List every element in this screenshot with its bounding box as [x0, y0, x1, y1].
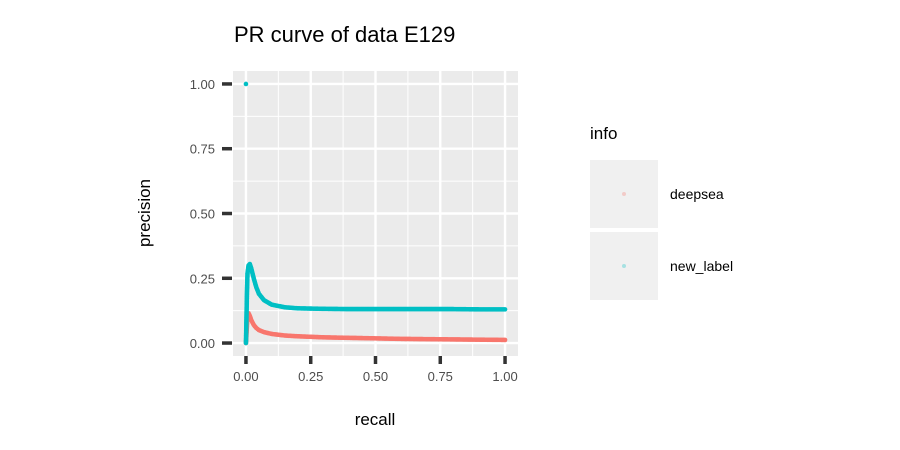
y-tick-label: 0.00 — [190, 336, 215, 351]
legend-swatch — [622, 192, 626, 196]
x-axis-title: recall — [355, 410, 396, 429]
x-tick-label: 0.00 — [233, 369, 258, 384]
y-axis-title: precision — [135, 179, 154, 247]
y-tick-label: 0.50 — [190, 207, 215, 222]
axes: 0.00 0.25 0.50 0.75 1.00 0.00 0.25 0.50 0.75 1.00 — [190, 77, 518, 384]
legend-key — [590, 232, 658, 300]
legend-item-new_label: new_label — [590, 232, 733, 300]
legend-key — [590, 160, 658, 228]
series-new_label — [243, 81, 508, 346]
chart-title: PR curve of data E129 — [234, 22, 455, 47]
data-point — [502, 337, 508, 343]
data-points — [243, 81, 508, 346]
legend: info deepsea new_label — [590, 124, 733, 300]
y-tick-label: 1.00 — [190, 77, 215, 92]
x-tick-label: 1.00 — [492, 369, 517, 384]
x-tick-label: 0.25 — [298, 369, 323, 384]
legend-label: deepsea — [670, 186, 724, 202]
y-tick-label: 0.75 — [190, 142, 215, 157]
legend-swatch — [622, 264, 626, 268]
legend-label: new_label — [670, 258, 733, 274]
legend-item-deepsea: deepsea — [590, 160, 724, 228]
y-tick-label: 0.25 — [190, 271, 215, 286]
data-point — [243, 81, 249, 87]
x-tick-label: 0.75 — [428, 369, 453, 384]
x-tick-label: 0.50 — [363, 369, 388, 384]
legend-title: info — [590, 124, 617, 143]
data-point — [502, 307, 508, 312]
